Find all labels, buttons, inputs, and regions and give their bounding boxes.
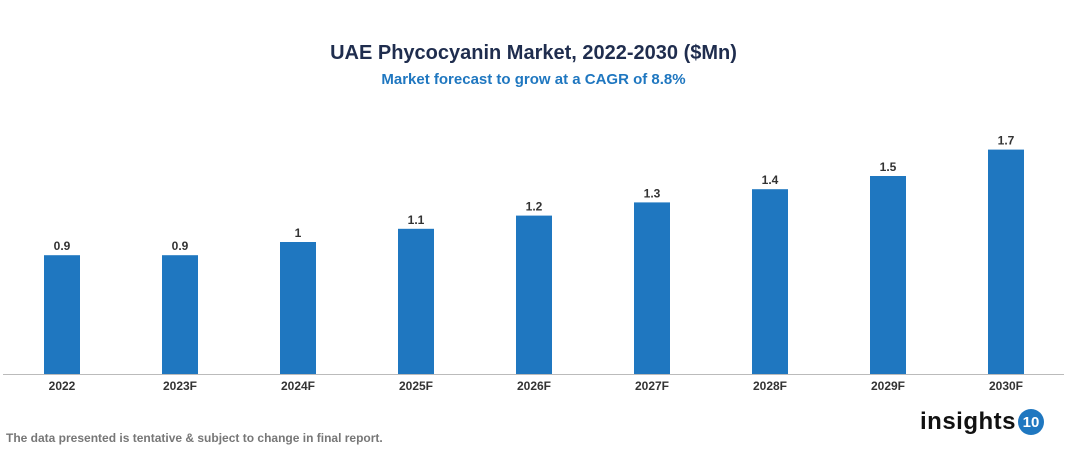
bar-2022: [44, 255, 80, 374]
data-label-2027F: 1.3: [644, 186, 661, 200]
insights10-logo: insights 10: [920, 408, 1045, 436]
data-label-2030F: 1.7: [998, 134, 1015, 148]
data-label-2025F: 1.1: [408, 213, 425, 227]
bar-2028F: [752, 189, 788, 374]
x-tick-2022: 2022: [49, 379, 76, 393]
chart-title: UAE Phycocyanin Market, 2022-2030 ($Mn): [330, 42, 737, 64]
data-label-2028F: 1.4: [762, 173, 779, 187]
x-tick-2024F: 2024F: [281, 379, 315, 393]
data-label-2022: 0.9: [54, 239, 71, 253]
bar-2030F: [988, 149, 1024, 374]
bar-2025F: [398, 228, 434, 374]
bar-2029F: [870, 176, 906, 374]
x-tick-2028F: 2028F: [753, 379, 787, 393]
x-tick-2030F: 2030F: [989, 379, 1023, 393]
data-label-2024F: 1: [295, 226, 302, 240]
bar-2027F: [634, 202, 670, 374]
data-label-2026F: 1.2: [526, 200, 543, 214]
disclaimer-note: The data presented is tentative & subjec…: [6, 431, 383, 445]
data-label-2029F: 1.5: [880, 160, 897, 174]
chart-subtitle: Market forecast to grow at a CAGR of 8.8…: [381, 71, 686, 88]
bar-2026F: [516, 215, 552, 374]
logo-text: insights: [920, 408, 1017, 435]
logo-badge: 10: [1018, 409, 1045, 435]
x-tick-2026F: 2026F: [517, 379, 551, 393]
bar-2024F: [280, 242, 316, 374]
x-tick-2027F: 2027F: [635, 379, 669, 393]
bar-2023F: [162, 255, 198, 374]
x-tick-2023F: 2023F: [163, 379, 197, 393]
data-label-2023F: 0.9: [172, 239, 189, 253]
x-tick-2025F: 2025F: [399, 379, 433, 393]
x-tick-2029F: 2029F: [871, 379, 905, 393]
